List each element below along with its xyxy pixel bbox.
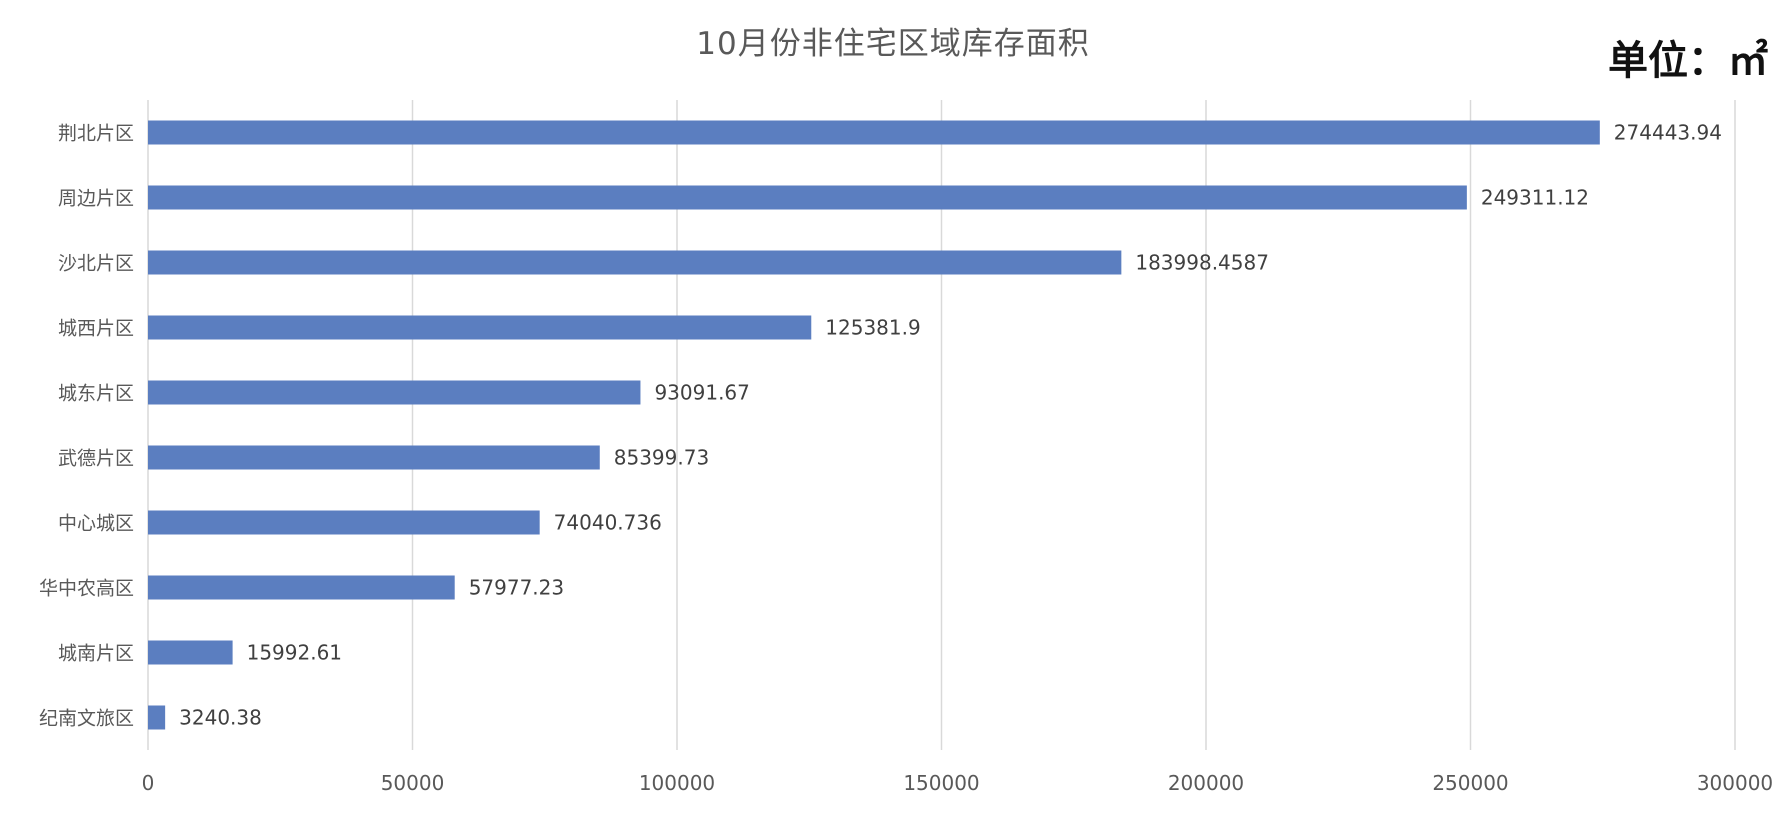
data-label: 57977.23 [469, 576, 564, 600]
data-label: 125381.9 [825, 316, 920, 340]
category-label: 纪南文旅区 [39, 708, 134, 730]
x-axis: 0 50000 100000 150000 200000 250000 300000 [142, 771, 1774, 795]
data-label: 15992.61 [247, 641, 342, 665]
data-label: 249311.12 [1481, 186, 1589, 210]
unit-label: 单位：㎡ [1608, 38, 1768, 84]
data-label: 3240.38 [179, 706, 262, 730]
data-label: 93091.67 [654, 381, 749, 405]
data-label: 85399.73 [614, 446, 709, 470]
bar [148, 640, 233, 665]
label-layer: 荆北片区 274443.94 周边片区 249311.12 沙北片区 183998.458… [39, 121, 1722, 730]
bar [148, 315, 812, 340]
x-tick-label: 150000 [903, 771, 979, 795]
chart-title: 10月份非住宅区域库存面积 [696, 26, 1090, 62]
x-tick-label: 250000 [1432, 771, 1508, 795]
bar [148, 575, 455, 600]
data-label: 74040.736 [554, 511, 662, 535]
category-label: 沙北片区 [58, 253, 134, 275]
bar [148, 705, 166, 730]
bar [148, 250, 1122, 275]
data-label: 183998.4587 [1135, 251, 1269, 275]
x-tick-label: 200000 [1168, 771, 1244, 795]
category-label: 城东片区 [58, 383, 134, 405]
category-label: 武德片区 [58, 448, 134, 470]
bar-layer [148, 120, 1600, 730]
data-label: 274443.94 [1614, 121, 1722, 145]
category-label: 城西片区 [58, 318, 134, 340]
x-tick-label: 300000 [1697, 771, 1773, 795]
category-label: 华中农高区 [39, 578, 134, 600]
category-label: 城南片区 [58, 643, 134, 665]
bar [148, 120, 1600, 145]
bar [148, 380, 641, 405]
bar [148, 510, 540, 535]
x-tick-label: 100000 [639, 771, 715, 795]
x-tick-label: 0 [142, 771, 155, 795]
bar [148, 445, 600, 470]
bar [148, 185, 1467, 210]
category-label: 周边片区 [58, 188, 134, 210]
category-label: 荆北片区 [58, 123, 134, 145]
x-tick-label: 50000 [381, 771, 445, 795]
category-label: 中心城区 [58, 513, 134, 535]
